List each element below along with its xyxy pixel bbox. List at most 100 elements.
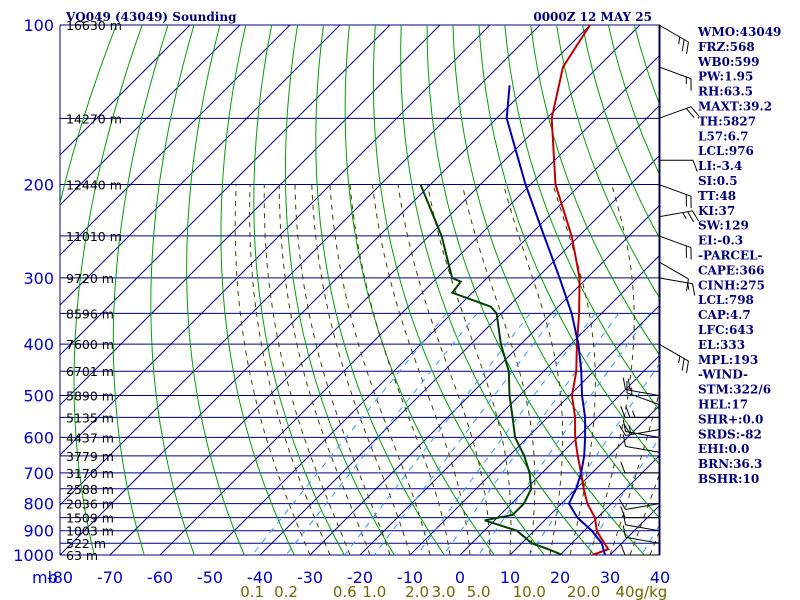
moist-adiabat [552,184,596,555]
dry-adiabat [426,25,645,555]
pressure-tick-label: 100 [23,16,54,35]
wind-barb-flag [678,356,681,364]
pressure-unit-label: mb [32,568,58,587]
wind-barb-flag [628,425,631,433]
isotherm-line [60,25,391,356]
index-line: HEL:17 [698,398,748,412]
index-line: LCL:798 [698,293,754,307]
isotherm-line [60,25,291,256]
index-line: LFC:643 [698,323,754,337]
temperature-tick-label: -80 [47,568,73,587]
moist-adiabat [609,387,660,555]
index-line: -PARCEL- [698,249,763,263]
height-label: 6701 m [66,364,114,379]
index-line: BSHR:10 [698,472,759,486]
temperature-axis-labels: -80 -70 -60 -50 -40 -30 -20 -10 0 10 20 30 40 [47,568,670,587]
wind-barb-flag [682,212,687,219]
wind-barb-flag [686,41,689,54]
height-label: 5135 m [66,410,114,425]
wind-barb [658,277,693,285]
pressure-tick-label: 900 [23,522,54,541]
parcel-profile [505,85,606,555]
wind-barb-flag [687,211,695,223]
dry-adiabat [556,25,660,300]
temperature-tick-label: -10 [397,568,423,587]
wind-barb-flag [692,210,700,222]
dry-adiabat-lines [60,25,660,555]
dry-adiabat [478,25,660,467]
isotherm-line [60,25,341,306]
isotherm-line [109,25,641,555]
height-label: 3170 m [66,466,114,481]
isotherm-line [60,25,591,555]
isotherm-line [459,354,660,555]
wind-barb-flag [627,378,631,391]
moist-adiabat [589,184,635,555]
dry-adiabat [530,25,660,357]
mixing-ratio-label: 10.0 [513,583,546,600]
wind-barb-flag [620,461,626,474]
mixing-ratio-label: 20.0 [567,583,600,600]
index-line: BRN:36.3 [698,457,762,471]
moist-adiabat [503,184,564,555]
wind-barb [658,24,689,43]
moist-adiabat-lines [234,184,660,555]
index-line: TT:48 [698,189,736,203]
moist-adiabat [234,184,311,555]
pressure-tick-label: 600 [23,428,54,447]
pressure-tick-label: 300 [23,269,54,288]
wind-barb-flag [686,361,689,374]
dry-adiabat [372,25,545,555]
height-label: 2588 m [66,482,114,497]
index-line: CAPE:366 [698,263,765,277]
temperature-tick-label: -60 [147,568,173,587]
dry-adiabat [60,25,117,206]
wind-barb [658,261,689,280]
wind-barb [658,66,692,80]
mixing-ratio-label: 0.1 [240,583,264,600]
pressure-tick-label: 700 [23,464,54,483]
wind-barb [625,445,660,453]
temperature-tick-label: 10 [500,568,520,587]
wind-barb-flag [622,512,627,525]
wind-barb-flag [690,106,700,117]
index-line: MPL:193 [698,353,758,367]
moist-adiabat [329,184,431,555]
wind-barb [625,431,660,438]
wind-barb-flag [678,36,681,44]
isotherm-line [259,154,660,555]
wind-barb-column [618,24,700,556]
wind-barb-flag [681,358,685,371]
temperature-tick-label: -50 [197,568,223,587]
wind-barb-flag [620,405,626,418]
wind-barb [658,235,692,249]
moist-adiabat [461,184,536,555]
mixing-ratio-line [373,313,558,555]
dry-adiabat [112,25,169,555]
index-line: LCL:976 [698,144,754,158]
sounding-profiles [419,25,610,555]
mixing-ratio-label: 3.0 [432,583,456,600]
temperature-tick-label: -70 [97,568,123,587]
index-line: MAXT:39.2 [698,100,772,114]
wind-barb [658,184,692,197]
isotherm-line [309,204,660,555]
dry-adiabat [253,25,345,555]
mixing-ratio-line [583,436,660,555]
mixing-ratio-label: 0.6 [333,583,357,600]
dry-adiabat [607,25,660,177]
dry-adiabat [220,25,295,555]
isotherm-line [60,25,541,506]
index-line: RH:63.5 [698,85,753,99]
wind-barb [658,210,693,218]
isotherm-line [60,25,441,406]
index-line: LI:-3.4 [698,159,742,173]
wind-barb-flag [685,108,695,118]
isotherm-line [60,25,191,156]
wind-barb-flag [620,543,626,556]
dry-adiabat [150,25,195,555]
temperature-profile [550,25,610,555]
temperature-tick-label: 20 [550,568,570,587]
index-line: STM:322/6 [698,383,771,397]
mixing-ratio-lines [251,313,660,555]
